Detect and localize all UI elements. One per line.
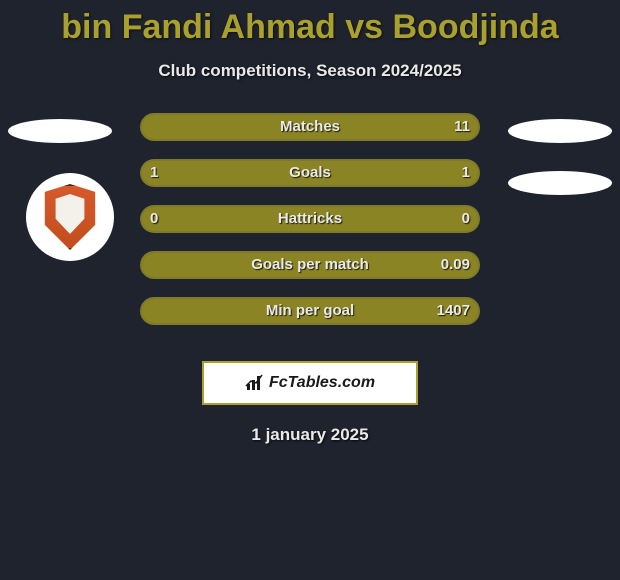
stat-row: Hattricks00 <box>140 205 480 233</box>
stat-bar-right <box>140 297 480 325</box>
stat-row: Goals per match0.09 <box>140 251 480 279</box>
stat-row: Matches11 <box>140 113 480 141</box>
credit-text: FcTables.com <box>269 374 375 392</box>
shield-icon <box>42 184 98 250</box>
stat-bar-right <box>310 159 480 187</box>
stat-bar-right <box>140 251 480 279</box>
stat-bars: Matches11 Goals11 Hattricks00 Goals per mat… <box>140 113 480 343</box>
page-title: bin Fandi Ahmad vs Boodjinda <box>0 0 620 47</box>
stat-bar-left <box>140 159 310 187</box>
stat-bar-right <box>310 205 480 233</box>
bar-chart-icon <box>245 374 265 392</box>
stat-bar-left <box>140 205 310 233</box>
player-badge-left <box>8 119 112 143</box>
comparison-stage: Matches11 Goals11 Hattricks00 Goals per mat… <box>0 113 620 343</box>
player-badge-right <box>508 119 612 143</box>
credit-box: FcTables.com <box>202 361 418 405</box>
stat-row: Goals11 <box>140 159 480 187</box>
stat-bar-right <box>140 113 480 141</box>
stat-row: Min per goal1407 <box>140 297 480 325</box>
subtitle: Club competitions, Season 2024/2025 <box>0 61 620 81</box>
club-badge-left <box>26 173 114 261</box>
snapshot-date: 1 january 2025 <box>0 425 620 445</box>
player-badge-right-2 <box>508 171 612 195</box>
